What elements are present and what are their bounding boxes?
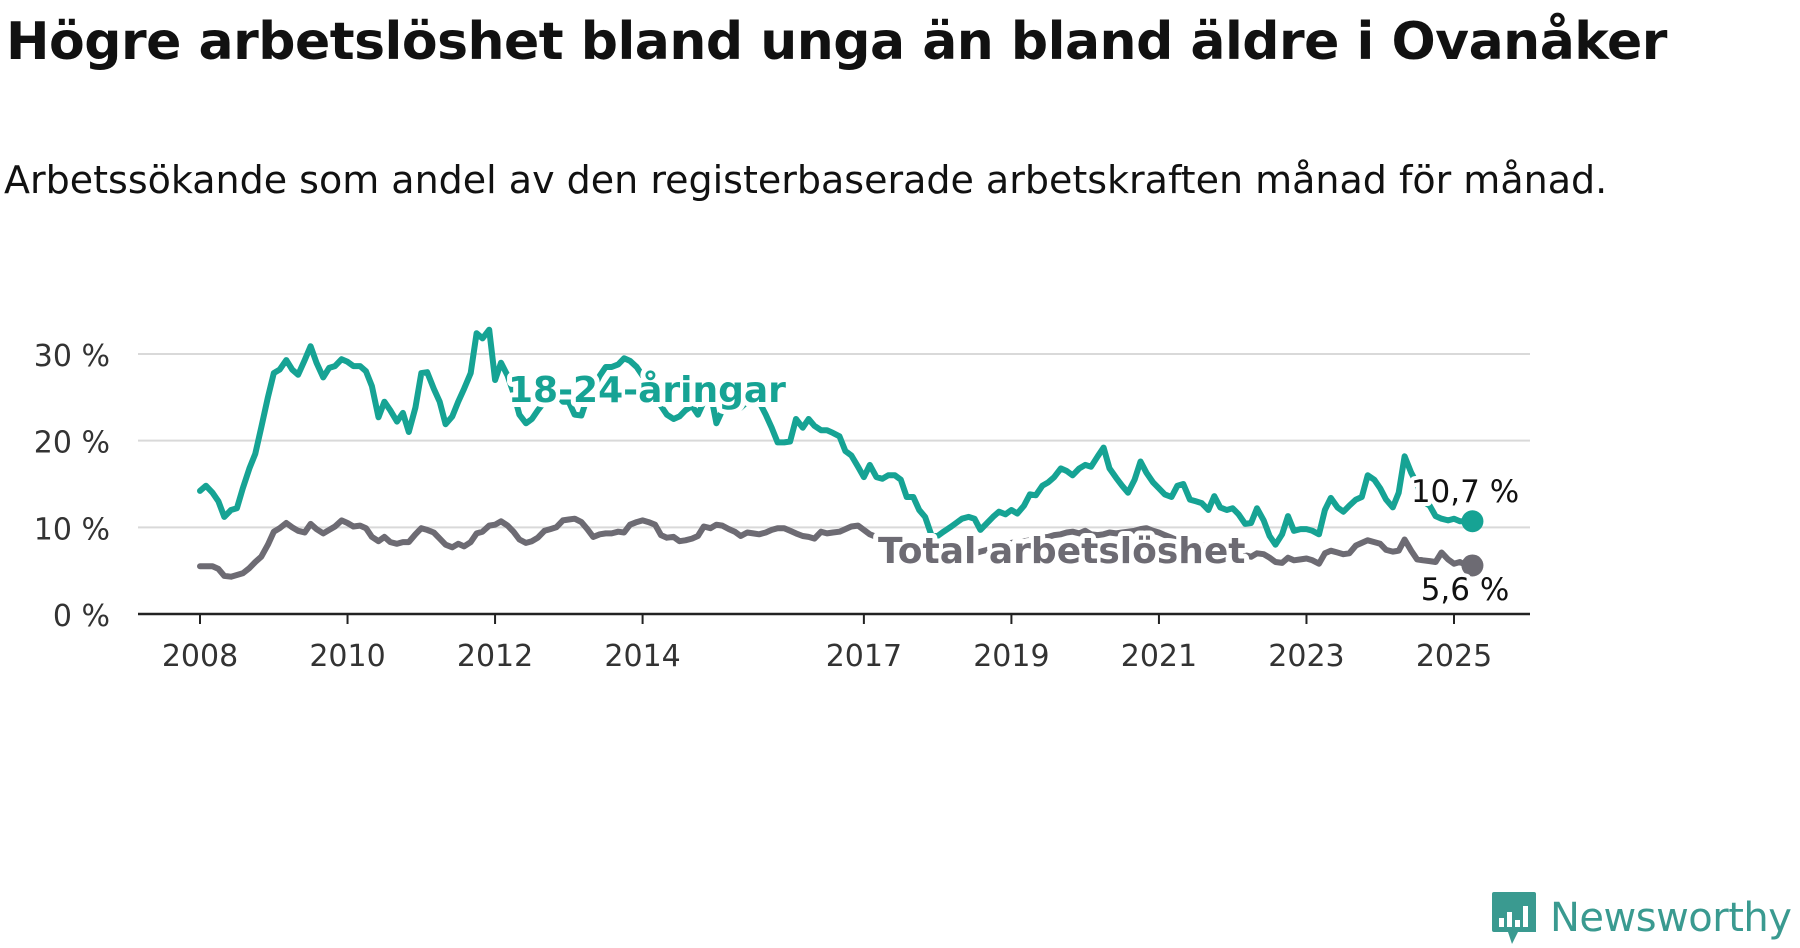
series-label-total: Total arbetslöshet bbox=[878, 531, 1246, 572]
endpoint-dot-youth bbox=[1461, 510, 1484, 533]
y-tick-label: 10 % bbox=[34, 512, 110, 547]
axes: 0 % 10 % 20 % 30 % 2008 2010 2012 2014 2017 2019 2… bbox=[34, 339, 1530, 674]
series-label-total-halo: Total arbetslöshet bbox=[878, 531, 1246, 572]
y-tick-label: 20 % bbox=[34, 426, 110, 461]
end-value-label-total: 5,6 % bbox=[1421, 572, 1510, 608]
x-tick-label: 2021 bbox=[1121, 639, 1197, 674]
series-label-youth-halo: 18-24-åringar bbox=[508, 370, 786, 411]
x-tick-label: 2014 bbox=[604, 639, 680, 674]
x-tick-label: 2019 bbox=[973, 639, 1049, 674]
chart-title: Högre arbetslöshet bland unga än bland ä… bbox=[6, 12, 1667, 72]
series-line-total bbox=[197, 515, 1476, 580]
end-value-label-youth-halo: 10,7 % bbox=[1411, 474, 1519, 510]
chart-subtitle: Arbetssökande som andel av den registerb… bbox=[4, 158, 1608, 202]
x-tick-label: 2012 bbox=[457, 639, 533, 674]
x-tick-label: 2010 bbox=[309, 639, 385, 674]
y-tick-label: 30 % bbox=[34, 339, 110, 374]
newsworthy-logo-icon bbox=[1492, 892, 1536, 944]
x-tick-label: 2008 bbox=[162, 639, 238, 674]
newsworthy-logo: Newsworthy bbox=[1490, 888, 1792, 948]
series-label-youth: 18-24-åringar bbox=[508, 370, 786, 411]
series-lines bbox=[197, 326, 1484, 580]
grid-lines bbox=[138, 353, 1530, 529]
series-line-youth bbox=[197, 326, 1476, 548]
brand-name: Newsworthy bbox=[1550, 895, 1792, 941]
x-tick-label: 2025 bbox=[1416, 639, 1492, 674]
x-tick-label: 2023 bbox=[1268, 639, 1344, 674]
end-value-label-youth: 10,7 % bbox=[1411, 474, 1519, 510]
y-tick-label: 0 % bbox=[53, 599, 110, 634]
end-value-label-total-halo: 5,6 % bbox=[1421, 572, 1510, 608]
endpoint-dot-total bbox=[1461, 554, 1484, 577]
x-tick-label: 2017 bbox=[826, 639, 902, 674]
